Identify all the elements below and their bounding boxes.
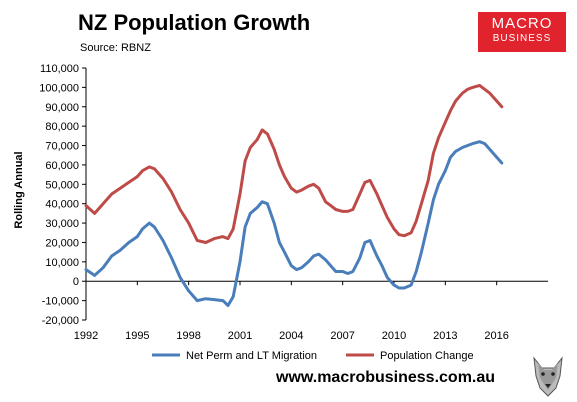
y-tick-label: 60,000 xyxy=(45,160,79,172)
x-tick-label: 2007 xyxy=(330,330,354,342)
x-tick-label: 1998 xyxy=(176,330,200,342)
y-tick-label: -10,000 xyxy=(42,296,79,308)
chart-legend: Net Perm and LT Migration Population Chan… xyxy=(152,350,474,362)
y-tick-label: 40,000 xyxy=(45,199,79,211)
x-tick-label: 2010 xyxy=(382,330,406,342)
y-tick-label: 90,000 xyxy=(45,102,79,114)
y-tick-label: 70,000 xyxy=(45,141,79,153)
y-tick-label: -20,000 xyxy=(42,315,79,327)
y-axis-label: Rolling Annual xyxy=(13,151,25,228)
chart-source: Source: RBNZ xyxy=(80,42,151,54)
y-axis-ticks: -20,000 -10,000 0 10,000 20,000 30,000 40,000 5… xyxy=(39,63,86,327)
y-tick-label: 20,000 xyxy=(45,237,79,249)
migration-series-line xyxy=(84,140,504,307)
legend-label: Net Perm and LT Migration xyxy=(186,350,317,362)
footer-url: www.macrobusiness.com.au xyxy=(276,369,496,386)
y-tick-label: 80,000 xyxy=(45,121,79,133)
logo-line-2: BUSINESS xyxy=(492,33,552,44)
x-tick-label: 2016 xyxy=(484,330,508,342)
macrobusiness-logo: MACRO BUSINESS xyxy=(478,12,566,52)
y-tick-label: 10,000 xyxy=(45,257,79,269)
x-tick-label: 2001 xyxy=(228,330,252,342)
x-tick-label: 1995 xyxy=(125,330,149,342)
x-axis-ticks: 1992 1995 1998 2001 2004 2007 2010 2013 2016 xyxy=(74,281,509,342)
wolf-logo-icon xyxy=(533,356,563,397)
legend-label: Population Change xyxy=(380,350,474,362)
x-tick-label: 2004 xyxy=(279,330,303,342)
chart-series xyxy=(84,83,504,307)
y-tick-label: 30,000 xyxy=(45,218,79,230)
population-series-line xyxy=(84,83,504,244)
chart-title: NZ Population Growth xyxy=(78,10,311,35)
chart-axes xyxy=(85,68,548,320)
y-tick-label: 50,000 xyxy=(45,179,79,191)
y-tick-label: 110,000 xyxy=(40,63,79,75)
y-tick-label: 0 xyxy=(73,276,79,288)
x-tick-label: 1992 xyxy=(74,330,98,342)
y-tick-label: 100,000 xyxy=(39,82,79,94)
x-tick-label: 2013 xyxy=(433,330,457,342)
logo-line-1: MACRO xyxy=(491,15,553,32)
